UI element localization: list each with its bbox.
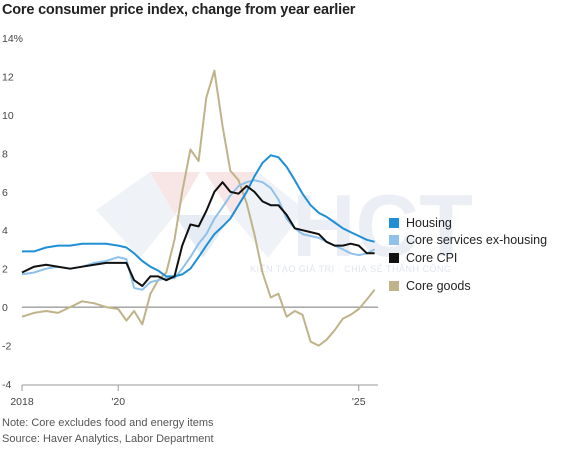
legend-label-core-cpi: Core CPI: [406, 251, 457, 265]
series-line-core-goods: [21, 69, 376, 347]
y-tick-label: 14%: [2, 33, 23, 45]
watermark-logo-right-wing: [232, 172, 305, 258]
footnote: Note: Core excludes food and energy item…: [2, 417, 214, 429]
y-tick-label: 10: [2, 110, 14, 122]
legend-swatch-core-goods: [389, 281, 399, 291]
y-tick-label: 12: [2, 71, 14, 83]
legend-swatch-housing: [389, 218, 399, 228]
legend-swatch-core-services-ex-housing: [389, 235, 399, 245]
x-tick-label: '20: [111, 396, 125, 408]
legend-label-core-services-ex-housing: Core services ex-housing: [406, 233, 547, 247]
series-layer: [21, 69, 376, 347]
legend-label-housing: Housing: [406, 216, 452, 230]
source-note: Source: Haver Analytics, Labor Departmen…: [2, 433, 214, 445]
chart-title: Core consumer price index, change from y…: [2, 2, 356, 18]
y-tick-label: -4: [2, 379, 11, 391]
watermark-tagline: KIẾN TẠO GIÁ TRỊ · CHIA SẺ THÀNH CÔNG: [250, 263, 452, 274]
watermark-logo-text: HCT: [292, 176, 473, 275]
watermark-logo-left-triangle: [150, 172, 200, 215]
y-tick-label: 4: [2, 225, 8, 237]
legend: Housing Core services ex-housing Core CPI C…: [389, 216, 547, 293]
y-tick-label: 0: [2, 302, 8, 314]
legend-swatch-core-cpi: [389, 253, 399, 263]
y-tick-label: 6: [2, 187, 8, 199]
x-tick-label: 2018: [10, 396, 34, 408]
y-tick-label: -2: [2, 341, 11, 353]
series-line-core-services-ex-housing: [21, 179, 376, 291]
watermark-logo-left-wing: [96, 172, 175, 258]
x-tick-label: '25: [352, 396, 366, 408]
legend-label-core-goods: Core goods: [406, 279, 471, 293]
series-line-core-cpi: [21, 181, 375, 287]
series-line-housing: [22, 154, 375, 278]
hct-watermark: HCT KIẾN TẠO GIÁ TRỊ · CHIA SẺ THÀNH CÔN…: [96, 172, 473, 275]
y-tick-label: 2: [2, 264, 8, 276]
y-tick-label: 8: [2, 148, 8, 160]
axis-layer: -4 -2 0 2 4 6 8 10 12 14% 2018 '20 '25: [2, 33, 378, 408]
